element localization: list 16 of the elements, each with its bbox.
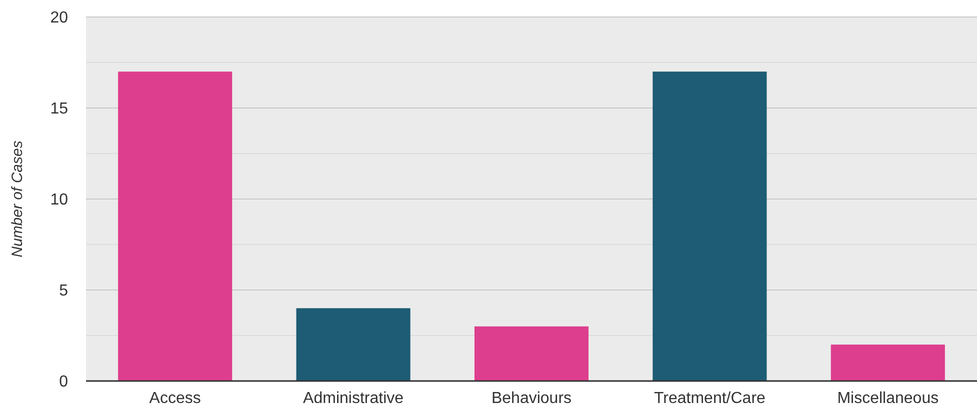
bar xyxy=(652,72,767,381)
y-tick-label: 20 xyxy=(50,10,68,27)
y-tick-label: 15 xyxy=(50,100,68,118)
y-axis-title: Number of Cases xyxy=(9,140,26,258)
x-tick-label: Treatment/Care xyxy=(654,390,766,407)
bar xyxy=(474,326,589,381)
x-tick-label: Administrative xyxy=(303,390,404,407)
bar xyxy=(296,308,410,381)
y-tick-label: 5 xyxy=(59,282,68,300)
y-tick-label: 10 xyxy=(50,192,68,209)
x-tick-label: Behaviours xyxy=(491,390,572,407)
x-tick-label: Miscellaneous xyxy=(837,390,939,407)
bar xyxy=(118,72,232,381)
y-tick-label: 0 xyxy=(59,374,68,391)
x-tick-label: Access xyxy=(149,390,201,407)
bar xyxy=(830,344,945,381)
